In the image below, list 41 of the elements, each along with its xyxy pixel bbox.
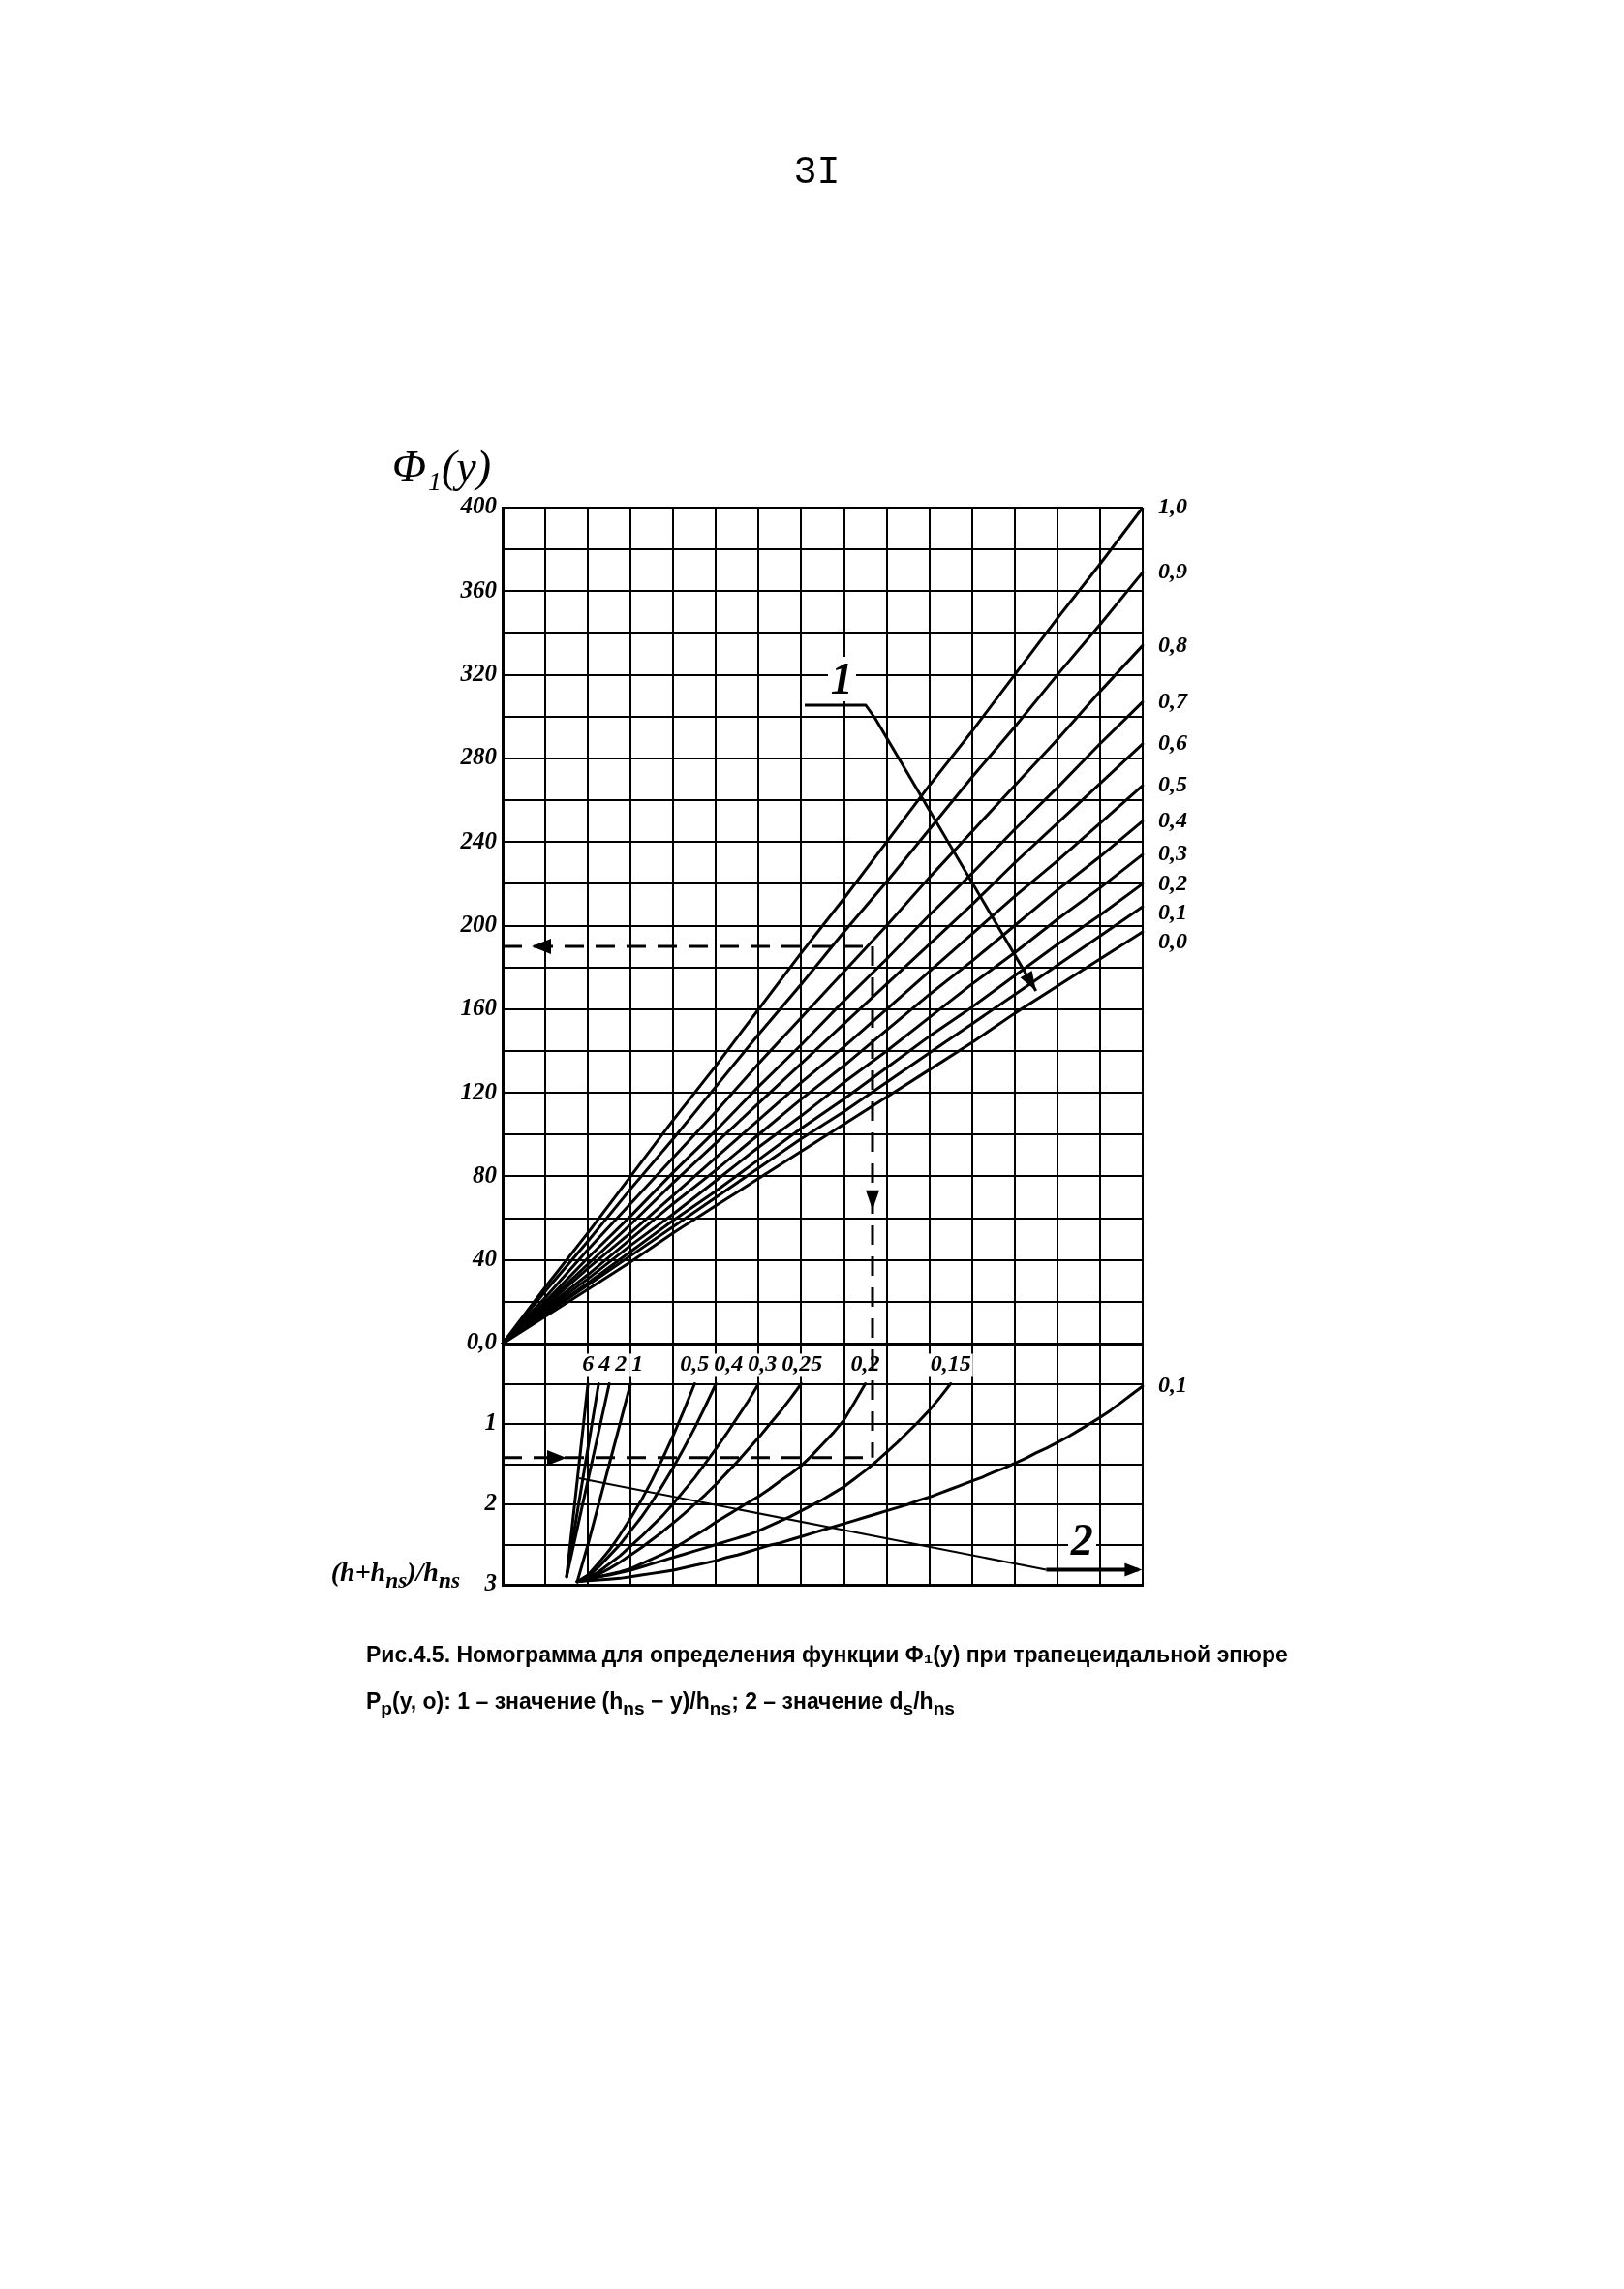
text: 3I xyxy=(793,151,841,195)
y-tick-label: 2 xyxy=(483,1489,497,1516)
y-tick-label: 40 xyxy=(472,1245,498,1272)
annotation: 2 xyxy=(1067,1514,1096,1564)
series-label: 0,1 xyxy=(1158,1372,1187,1398)
series-label: 0,15 xyxy=(930,1349,971,1376)
series-label: 0,0 xyxy=(1158,927,1187,953)
y-tick-label: 0,0 xyxy=(466,1328,498,1355)
series-label: 0,8 xyxy=(1158,631,1187,657)
y-tick-label: 1 xyxy=(484,1408,497,1436)
series-label: 0,5 xyxy=(680,1349,710,1376)
series-label: 6 xyxy=(582,1349,595,1376)
y-tick-label: 280 xyxy=(459,743,498,770)
series-label: 0,9 xyxy=(1158,558,1187,584)
series-label: 0,4 xyxy=(714,1349,744,1376)
y-axis-title: Φ₁(y) xyxy=(391,441,491,492)
series-label: 0,4 xyxy=(1158,806,1187,832)
y-tick-label: 80 xyxy=(473,1160,498,1188)
series-label: 0,7 xyxy=(1158,687,1188,713)
series-label: 4 xyxy=(598,1349,611,1376)
y-tick-label: 400 xyxy=(459,492,498,519)
y-tick-label: 3 xyxy=(483,1569,497,1596)
y-tick-label: 120 xyxy=(460,1077,498,1104)
y-tick-label: 320 xyxy=(459,660,498,687)
series-label: 0,3 xyxy=(748,1349,778,1376)
series-label: 0,3 xyxy=(1158,840,1187,866)
text: Рис.4.5. Номограмма для определения функции Φ₁(y) при трапецеидальной эпюре P$_{p}$(y, o): 1 – значение (h$_{ns}$ − y)/h$_{ns}$; 2 – значение d$_{s}$/h$_{ns}$ xyxy=(366,1642,1288,1718)
y-tick-label: 240 xyxy=(459,826,498,853)
series-label: 1,0 xyxy=(1158,493,1187,519)
series-label: 0,2 xyxy=(1158,869,1187,895)
annotation: 1 xyxy=(827,653,856,703)
series-label: 0,25 xyxy=(781,1349,823,1376)
series-label: 0,5 xyxy=(1158,771,1187,797)
series-label: 2 xyxy=(614,1349,628,1376)
y-tick-label: 200 xyxy=(459,910,498,937)
series-label: 1 xyxy=(631,1349,644,1376)
y-axis-title: (h+h$_{ns}$)/h$_{ns}$ xyxy=(330,1557,460,1593)
series-label: 0,6 xyxy=(1158,729,1187,755)
series-label: 0,1 xyxy=(1158,898,1187,924)
y-tick-label: 360 xyxy=(459,575,498,603)
y-tick-label: 160 xyxy=(460,994,498,1021)
